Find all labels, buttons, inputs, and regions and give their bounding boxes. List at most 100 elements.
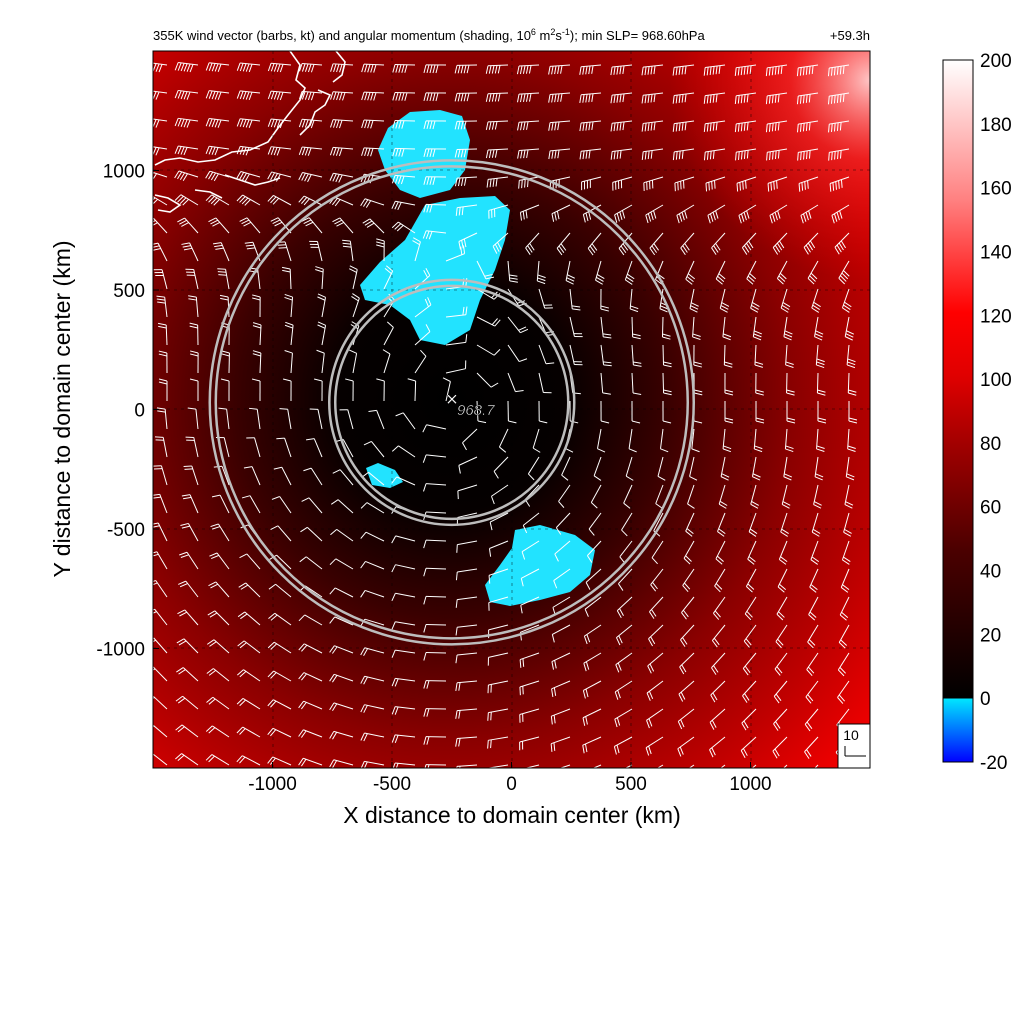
wind-barb bbox=[558, 484, 571, 508]
wind-barb bbox=[745, 568, 757, 593]
wind-barb bbox=[631, 316, 641, 340]
wind-barb bbox=[656, 764, 664, 768]
wind-barb bbox=[175, 695, 199, 710]
wind-barb bbox=[579, 64, 602, 75]
wind-barb bbox=[423, 483, 447, 492]
wind-barb bbox=[579, 120, 602, 132]
y-tick-label: 0 bbox=[134, 401, 145, 422]
wind-barb bbox=[268, 583, 292, 598]
wind-barb bbox=[422, 454, 447, 463]
y-tick-label: -1000 bbox=[96, 640, 145, 661]
wind-barb bbox=[252, 350, 262, 374]
wind-barb bbox=[486, 176, 509, 188]
colorbar-gradient bbox=[942, 59, 974, 763]
wind-barb bbox=[829, 176, 850, 192]
wind-barb bbox=[592, 764, 602, 768]
wind-barb bbox=[507, 400, 517, 424]
wind-barb bbox=[382, 349, 391, 374]
wind-barb bbox=[300, 526, 323, 542]
wind-barb bbox=[519, 680, 540, 696]
wind-barb bbox=[507, 372, 524, 393]
wind-barb bbox=[445, 245, 466, 262]
wind-barb bbox=[267, 146, 292, 156]
wind-barb bbox=[672, 120, 695, 132]
reference-barb-label: 10 bbox=[843, 727, 859, 743]
wind-barb bbox=[680, 624, 695, 647]
wind-barb bbox=[711, 624, 726, 648]
wind-barb bbox=[532, 428, 541, 453]
wind-barb bbox=[631, 400, 641, 424]
wind-barb bbox=[774, 652, 788, 676]
center-slp-label: 968.7 bbox=[457, 402, 495, 419]
wind-barb bbox=[750, 484, 759, 509]
wind-barb bbox=[423, 708, 447, 717]
wind-barb bbox=[454, 64, 478, 74]
wind-barb bbox=[376, 378, 385, 402]
colorbar-tick-label: 180 bbox=[980, 115, 1012, 136]
x-tick-label: -1000 bbox=[248, 774, 297, 795]
wind-barb bbox=[811, 512, 821, 537]
wind-barb bbox=[752, 316, 762, 341]
wind-barb bbox=[487, 708, 509, 721]
wind-barb bbox=[674, 176, 695, 192]
wind-barb bbox=[205, 145, 230, 156]
wind-barb bbox=[360, 561, 385, 570]
wind-barb bbox=[153, 195, 168, 206]
wind-barb bbox=[803, 232, 819, 255]
wind-barb bbox=[786, 400, 796, 424]
wind-barb bbox=[158, 378, 168, 402]
wind-barb bbox=[582, 680, 602, 699]
wind-barb bbox=[610, 64, 633, 76]
wind-barb bbox=[641, 148, 664, 160]
wind-barb bbox=[237, 640, 261, 654]
wind-barb bbox=[548, 64, 571, 75]
wind-barb bbox=[783, 456, 793, 481]
wind-barb bbox=[339, 409, 354, 430]
wind-barb bbox=[267, 194, 292, 206]
wind-barb bbox=[641, 120, 664, 132]
wind-barb bbox=[205, 754, 230, 766]
wind-barb bbox=[709, 708, 726, 730]
wind-barb bbox=[650, 568, 664, 592]
wind-barb bbox=[489, 512, 509, 531]
colorbar-tick-label: 40 bbox=[980, 562, 1001, 583]
wind-barb bbox=[569, 316, 583, 338]
wind-barb bbox=[476, 344, 501, 356]
wind-barb bbox=[205, 117, 230, 128]
wind-barb bbox=[841, 288, 852, 313]
wind-barb bbox=[329, 702, 354, 712]
wind-barb bbox=[490, 484, 509, 505]
wind-barb bbox=[329, 730, 354, 740]
wind-barb bbox=[205, 90, 230, 100]
wind-barb bbox=[645, 736, 664, 756]
wind-barb bbox=[271, 496, 292, 514]
wind-barb bbox=[455, 204, 478, 216]
wind-barb bbox=[718, 484, 728, 509]
wind-barb bbox=[407, 378, 417, 402]
wind-barb bbox=[332, 217, 354, 234]
wind-barb bbox=[680, 232, 695, 256]
wind-barb bbox=[329, 558, 354, 570]
wind-barb bbox=[177, 217, 199, 234]
wind-barb bbox=[476, 316, 501, 327]
wind-barb bbox=[682, 568, 695, 592]
wind-barb bbox=[641, 92, 664, 104]
wind-barb bbox=[457, 484, 478, 500]
wind-barb bbox=[648, 624, 664, 647]
colorbar-tick-label: 160 bbox=[980, 179, 1012, 200]
wind-barb bbox=[755, 400, 765, 424]
wind-barb bbox=[767, 176, 788, 192]
wind-barb bbox=[720, 456, 730, 481]
wind-barb bbox=[445, 334, 468, 346]
wind-barb bbox=[816, 428, 825, 452]
wind-barb bbox=[517, 120, 540, 131]
wind-barb bbox=[783, 764, 788, 768]
wind-barb bbox=[153, 269, 168, 290]
wind-barb bbox=[679, 652, 695, 675]
wind-barb bbox=[734, 64, 757, 76]
y-tick-label: 500 bbox=[113, 281, 145, 302]
wind-barb bbox=[681, 596, 695, 620]
wind-barb bbox=[298, 172, 323, 183]
wind-barb bbox=[487, 680, 509, 694]
wind-barb bbox=[360, 647, 385, 657]
